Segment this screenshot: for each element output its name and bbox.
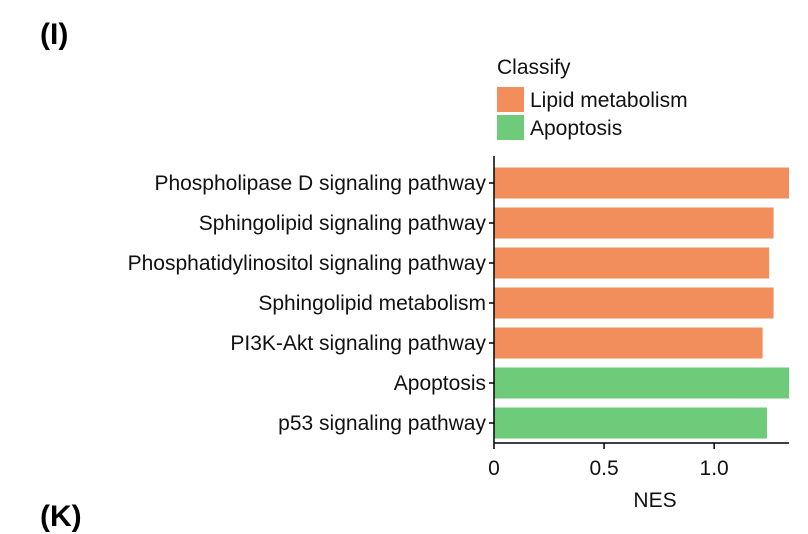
axes: 0 0.5 1.0 NES [488,156,789,512]
x-tick-label-0: 0 [488,457,500,480]
x-tick-label-2: 1.0 [700,457,729,480]
bars [494,167,789,439]
bar-5 [494,367,789,399]
legend-swatch-0 [497,87,524,112]
category-label-4: PI3K-Akt signaling pathway [230,332,486,355]
x-tick-label-1: 0.5 [589,457,618,480]
bar-2 [494,247,770,279]
bar-6 [494,407,767,439]
category-label-0: Phospholipase D signaling pathway [154,172,486,195]
legend-entry-0: Lipid metabolism [530,89,688,112]
category-label-1: Sphingolipid signaling pathway [199,212,487,235]
bar-4 [494,327,763,359]
x-axis-title: NES [633,489,676,512]
category-label-6: p53 signaling pathway [278,412,486,435]
category-label-3: Sphingolipid metabolism [258,292,486,315]
legend-swatch-1 [497,115,524,140]
bar-3 [494,287,774,319]
legend-entry-1: Apoptosis [530,117,622,140]
panel-label-i: (I) [40,18,69,51]
panel-label-k: (K) [40,500,82,533]
category-label-2: Phosphatidylinositol signaling pathway [128,252,487,275]
category-labels: Phospholipase D signaling pathway Sphingo… [128,172,487,435]
legend-title: Classify [497,56,571,79]
bar-1 [494,207,774,239]
legend: Classify Lipid metabolism Apoptosis [497,56,688,140]
bar-0 [494,167,789,199]
category-label-5: Apoptosis [394,372,486,395]
